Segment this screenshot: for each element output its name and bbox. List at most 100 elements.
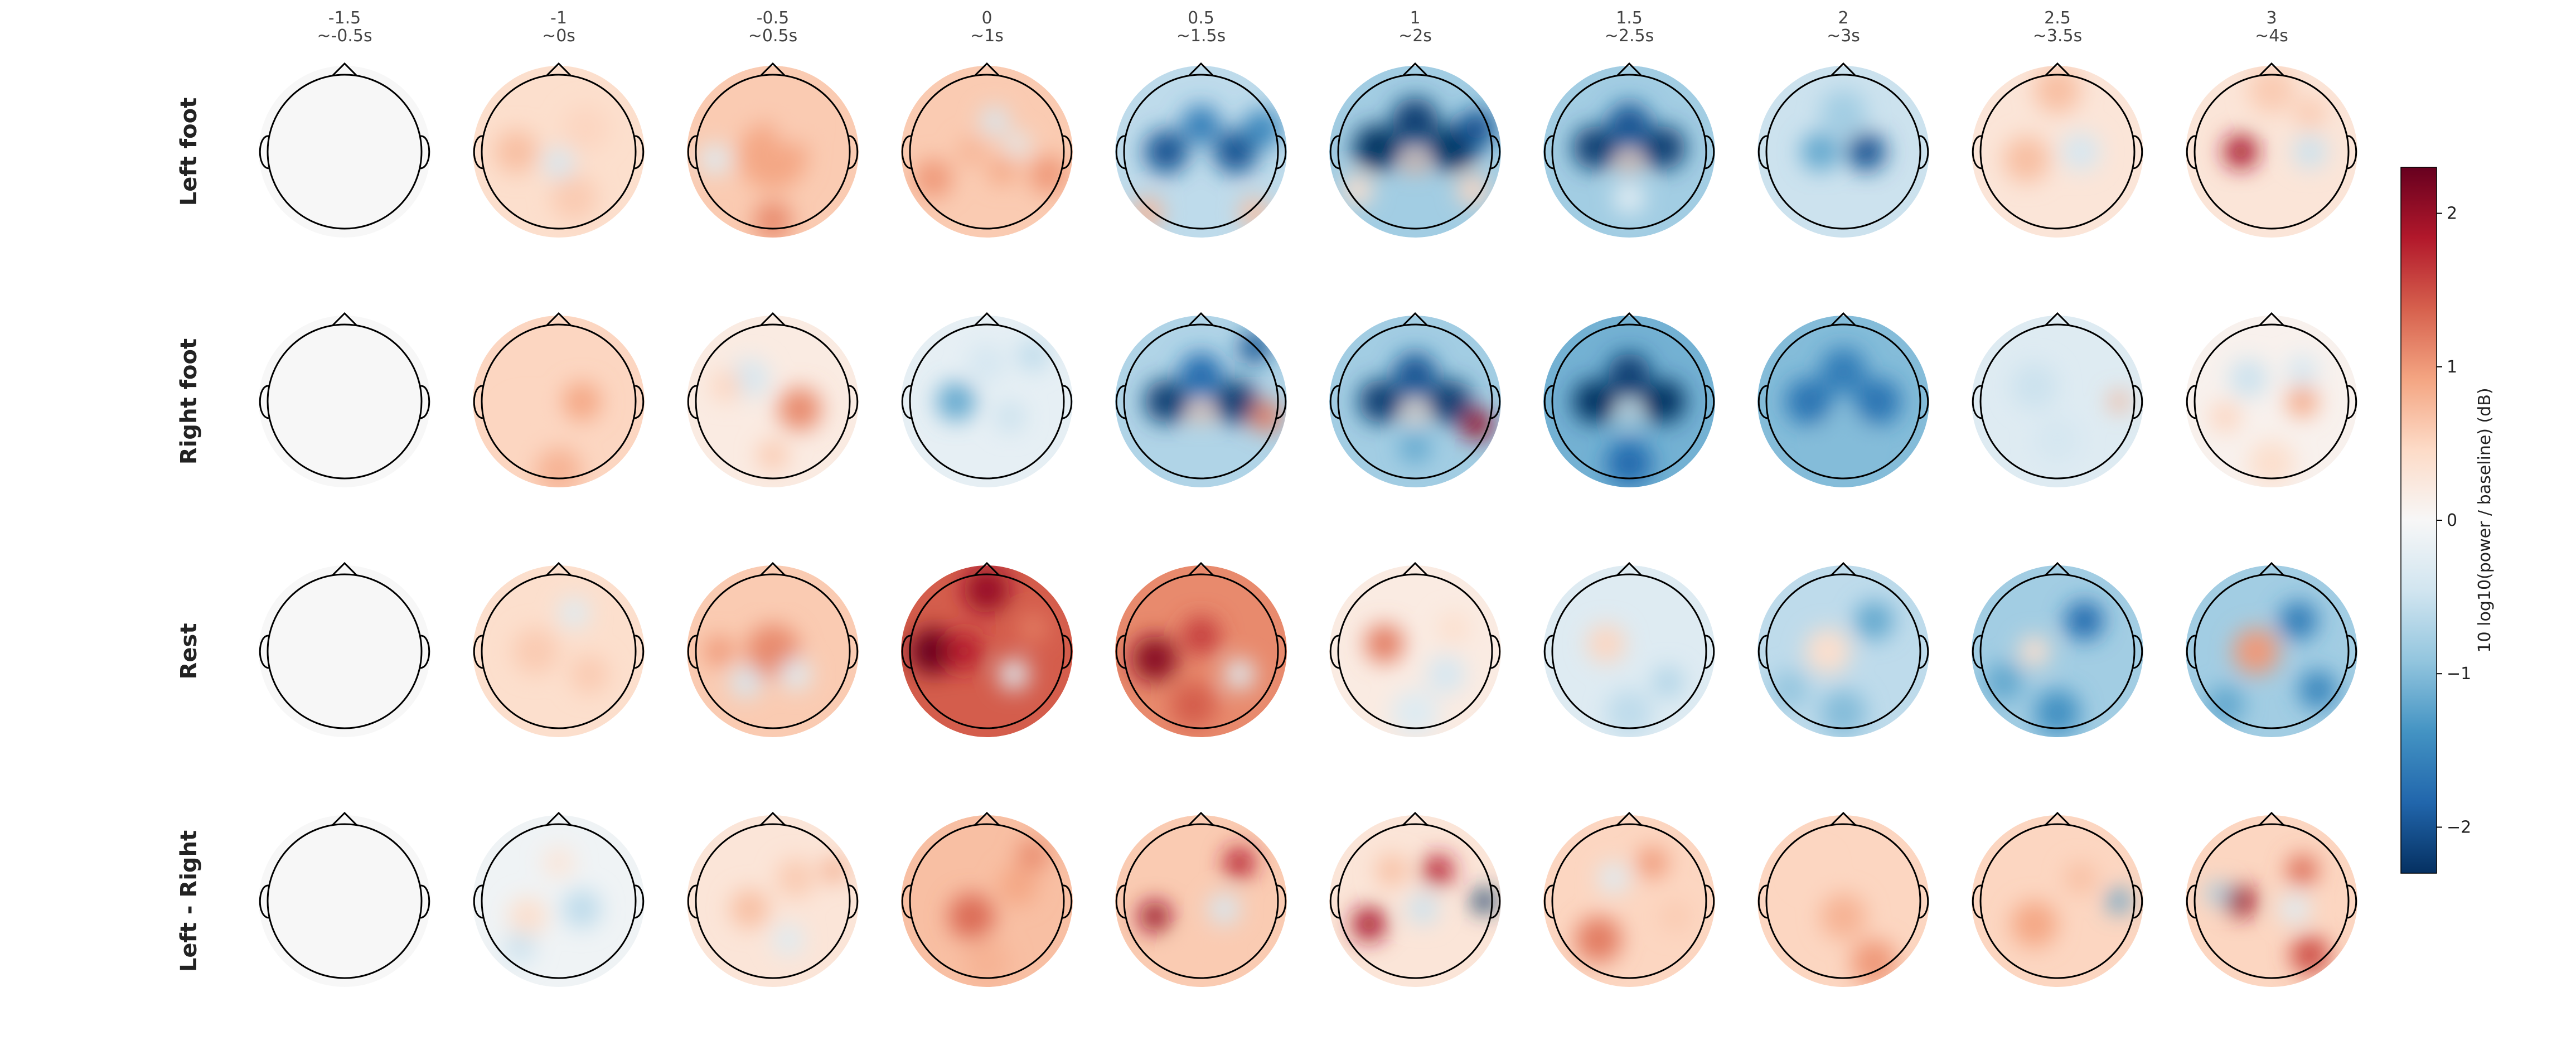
topomap xyxy=(687,562,859,737)
right-ear-outline xyxy=(1062,884,1073,919)
nose-outline xyxy=(545,562,572,577)
left-ear-outline xyxy=(1115,884,1126,919)
topomap-spot xyxy=(2291,936,2330,975)
topomap xyxy=(1329,312,1501,487)
head-outline xyxy=(1123,323,1279,480)
topomap-spot xyxy=(2210,401,2241,433)
colorbar-gradient xyxy=(2400,167,2437,874)
column-time-label: -1 xyxy=(550,8,567,28)
column-time-label: 0 xyxy=(981,8,992,28)
head-outline xyxy=(1979,323,2136,480)
left-ear-outline xyxy=(259,884,269,919)
column-time-label: 3 xyxy=(2266,8,2277,28)
nose-outline xyxy=(1402,811,1429,826)
head-outline xyxy=(481,74,637,230)
left-ear-outline xyxy=(1757,135,1768,170)
row-labels: Left foot Right foot Rest Left - Right xyxy=(176,98,202,972)
topomap-spot xyxy=(543,847,574,878)
topomap-spot xyxy=(1642,126,1686,170)
topomap-spot xyxy=(2279,601,2318,640)
right-ear-outline xyxy=(1490,135,1501,170)
topomap-background xyxy=(901,66,1073,238)
column-time-label: 2.5 xyxy=(2044,8,2071,28)
topomap-spot xyxy=(703,636,734,667)
topomap-background xyxy=(1543,815,1715,987)
right-ear-outline xyxy=(1276,135,1287,170)
topomap-spot xyxy=(1820,90,1867,137)
left-ear-outline xyxy=(1329,635,1340,669)
topomap-spot xyxy=(1192,404,1210,423)
left-ear-outline xyxy=(473,385,483,419)
left-ear-outline xyxy=(687,135,698,170)
topomap-spot xyxy=(1353,124,1400,171)
nose-outline xyxy=(545,312,572,327)
right-ear-outline xyxy=(2133,884,2143,919)
right-ear-outline xyxy=(1062,135,1073,170)
topomap xyxy=(1115,562,1287,737)
topomap-background xyxy=(473,815,645,987)
nose-outline xyxy=(759,811,786,826)
head-outline xyxy=(1123,74,1279,230)
topomap-spot xyxy=(967,343,1006,383)
topomap-background xyxy=(1115,316,1287,487)
topomap-spot xyxy=(963,940,1010,986)
topomap xyxy=(1329,562,1501,737)
topomap xyxy=(473,62,645,238)
colorbar-tick-label: 2 xyxy=(2447,204,2457,224)
head-outline xyxy=(1765,74,1921,230)
topomap-background xyxy=(1329,66,1501,238)
topomap-spot xyxy=(1820,417,1867,463)
left-ear-outline xyxy=(901,385,912,419)
topomap-spot xyxy=(753,201,792,238)
topomap-spot xyxy=(2279,893,2310,925)
topomap-background xyxy=(1757,66,1929,238)
topomap-spot xyxy=(1131,197,1163,229)
left-ear-outline xyxy=(2186,884,2196,919)
topomap-spot xyxy=(1365,624,1404,663)
topomap-spot xyxy=(1406,154,1425,173)
topomap-spot xyxy=(994,401,1025,433)
left-ear-outline xyxy=(1972,135,1982,170)
left-ear-outline xyxy=(2186,635,2196,669)
right-ear-outline xyxy=(634,884,645,919)
head-outline xyxy=(2194,823,2350,979)
head-outline xyxy=(695,573,851,729)
topomap-spot xyxy=(1208,893,1239,925)
topomap-spot xyxy=(2034,690,2081,736)
head-outline xyxy=(695,323,851,480)
topomap-spot xyxy=(2287,355,2318,386)
topomap xyxy=(901,312,1073,487)
right-ear-outline xyxy=(1919,385,1929,419)
topomap-background xyxy=(259,66,430,238)
topomap-spot xyxy=(1660,901,1691,932)
head-outline xyxy=(2194,323,2350,480)
right-ear-outline xyxy=(1705,135,1715,170)
topomap-spot xyxy=(1145,130,1188,173)
head-outline xyxy=(481,573,637,729)
right-ear-outline xyxy=(1490,385,1501,419)
topomap xyxy=(901,62,1073,238)
right-ear-outline xyxy=(1919,884,1929,919)
topomap-spot xyxy=(711,370,742,402)
topomap-spot xyxy=(1239,197,1271,229)
head-outline xyxy=(481,323,637,480)
topomap-spot xyxy=(505,401,551,448)
nose-outline xyxy=(1188,562,1214,577)
column-time-label: -1.5 xyxy=(328,8,361,28)
topomap-spot xyxy=(1392,690,1439,736)
right-ear-outline xyxy=(634,385,645,419)
topomap-spot xyxy=(1606,690,1653,736)
topomap-spot xyxy=(757,440,788,471)
column-window-label: ~2.5s xyxy=(1605,26,1654,46)
head-outline xyxy=(1765,823,1921,979)
right-ear-outline xyxy=(1705,385,1715,419)
topomap-spot xyxy=(699,144,731,175)
nose-outline xyxy=(759,562,786,577)
head-outline xyxy=(267,74,423,230)
left-ear-outline xyxy=(1543,635,1554,669)
topomap-background xyxy=(259,316,430,487)
right-ear-outline xyxy=(848,884,859,919)
topomap xyxy=(259,811,430,987)
topomap-spot xyxy=(1438,613,1469,644)
nose-outline xyxy=(331,62,358,77)
